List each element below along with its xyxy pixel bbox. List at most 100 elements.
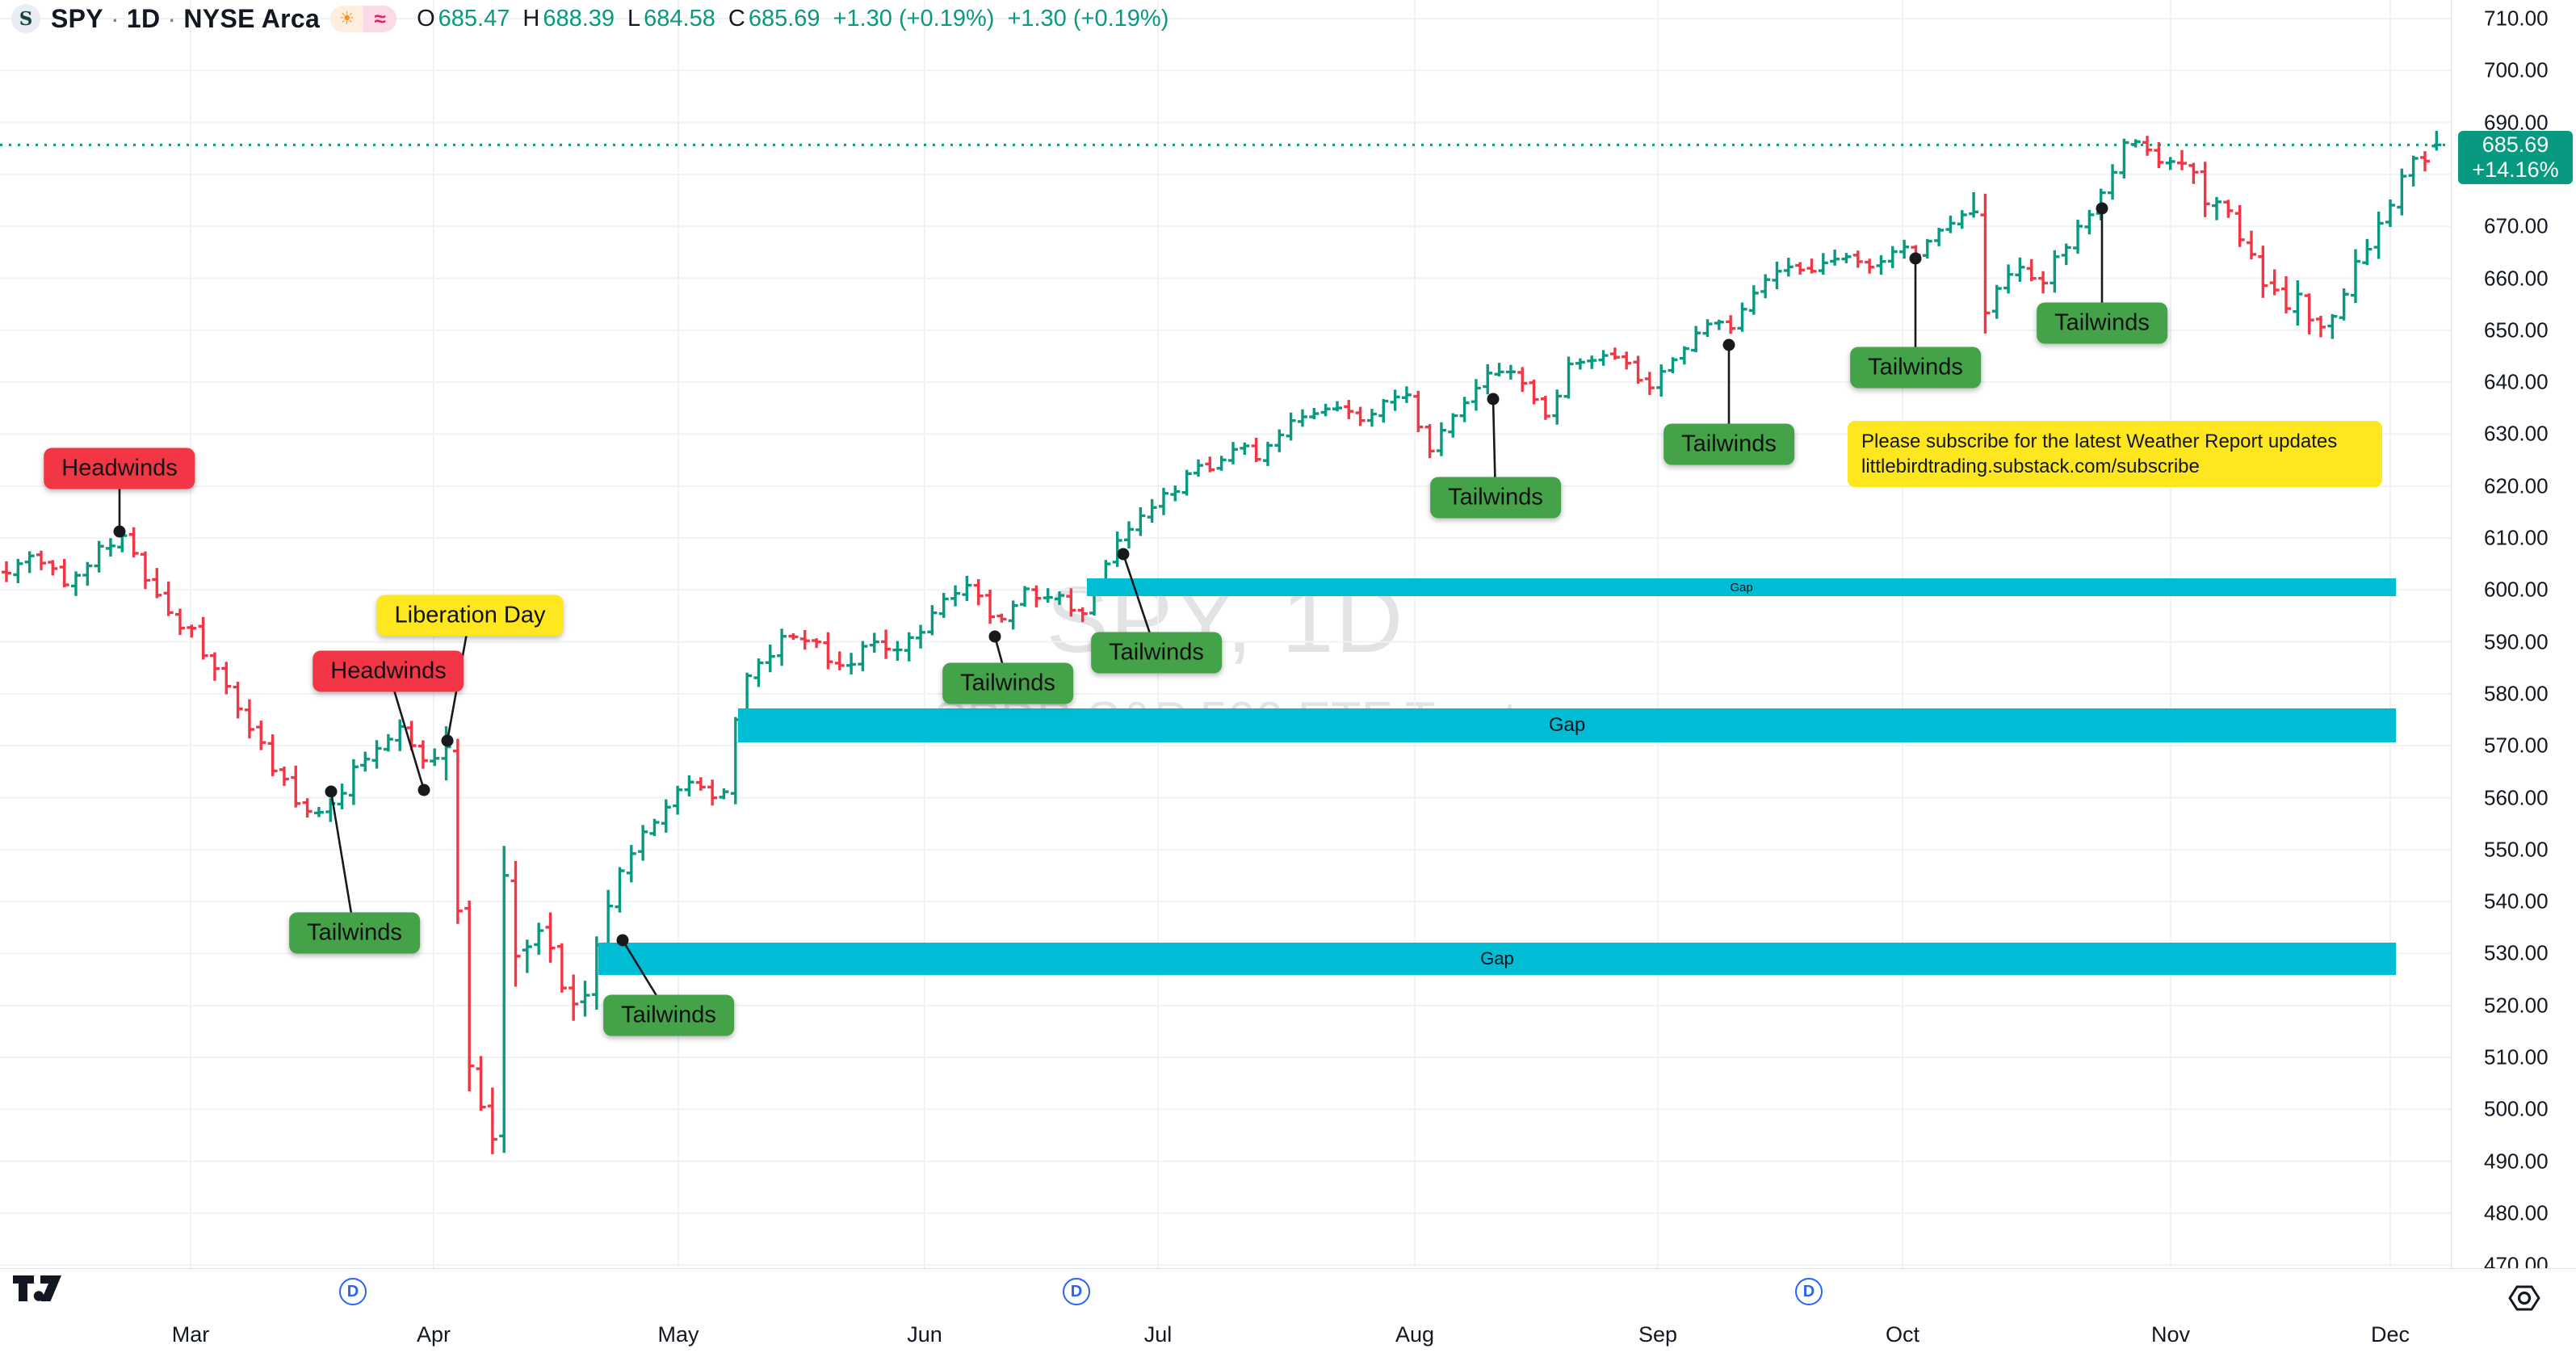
ohlc-bar [788,633,799,641]
ohlc-bar [1077,607,1088,623]
ohlc-bar [1841,253,1852,263]
symbol-logo[interactable]: S [11,4,40,33]
ohlc-bar [812,638,822,649]
ohlc-bar [209,652,220,681]
symbol-logo-letter: S [19,7,33,30]
ohlc-bar [1540,395,1550,420]
ohlc-bar [1980,193,1991,334]
price-axis-label: 690.00 [2484,110,2549,135]
tradingview-logo[interactable] [11,1271,65,1305]
ohlc-bar [2419,151,2430,172]
ohlc-bar [417,740,428,769]
ohlc-bar [1483,363,1493,395]
gap-drawing[interactable]: Gap [738,708,2396,742]
annotation-pill-tailwinds[interactable]: Tailwinds [603,994,734,1036]
ohlc-bar [1563,356,1574,399]
annotation-pill-tailwinds[interactable]: Tailwinds [1663,423,1794,465]
dividend-marker[interactable]: D [1063,1278,1090,1305]
ohlc-bar [2316,315,2326,338]
annotation-pill-liberation-day[interactable]: Liberation Day [376,595,564,637]
ohlc-bar [2408,155,2419,187]
month-label-sep: Sep [1638,1322,1678,1347]
ohlc-bar [1644,372,1655,395]
ohlc-bar [487,1087,497,1154]
price-axis-label: 560.00 [2484,785,2549,809]
ohlc-bar [707,779,718,806]
price-scale-settings-icon[interactable] [2507,1280,2542,1316]
ohlc-bar [1413,390,1424,433]
ohlc-bar [1552,389,1563,425]
ohlc-bar [753,658,764,687]
gap-drawing[interactable]: Gap [1087,578,2396,596]
annotation-pill-headwinds[interactable]: Headwinds [44,447,195,490]
price-axis[interactable]: 710.00700.00690.00680.00670.00660.00650.… [2451,0,2576,1277]
ohlc-bar [927,605,938,636]
annotation-pill-headwinds[interactable]: Headwinds [313,650,464,692]
ohlc-bar [1702,319,1713,338]
ohlc-bar [649,818,660,836]
time-axis[interactable]: Mar Apr May Jun Jul Aug Sep Oct Nov Dec D D D [0,1268,2576,1353]
ohlc-bar [1297,409,1307,427]
low-value: 684.58 [644,5,715,32]
annotation-pill-tailwinds[interactable]: Tailwinds [1091,632,1222,674]
ohlc-bar [1969,191,1979,218]
symbol-title[interactable]: SPY · 1D · NYSE Arca [51,4,320,34]
dividend-marker[interactable]: D [339,1278,367,1305]
ohlc-bar [684,775,694,797]
annotation-pill-tailwinds[interactable]: Tailwinds [289,912,420,954]
annotation-pill-tailwinds[interactable]: Tailwinds [1850,347,1981,389]
ohlc-bar [1216,456,1227,471]
annotation-pill-tailwinds[interactable]: Tailwinds [1430,477,1561,519]
price-axis-label: 520.00 [2484,993,2549,1018]
ohlc-bar [2061,243,2071,266]
ohlc-bar [1159,487,1168,515]
ohlc-bar [1609,347,1620,360]
ohlc-bar [1517,367,1528,393]
ohlc-bar [846,653,857,674]
subscribe-note[interactable]: Please subscribe for the latest Weather … [1848,421,2382,487]
ohlc-bar [2038,271,2049,294]
ohlc-bar [1957,210,1967,229]
price-axis-label: 700.00 [2484,57,2549,82]
ohlc-bar [1344,400,1354,419]
ohlc-bar [2165,157,2175,170]
gap-label: Gap [1730,580,1753,595]
ohlc-bar [765,644,775,673]
ohlc-bar [82,561,93,586]
ohlc-bar [2293,279,2303,326]
close-value: 685.69 [748,5,820,32]
annotation-pill-tailwinds[interactable]: Tailwinds [2037,302,2167,344]
ohlc-bar [950,585,961,607]
ohlc-bar [2223,200,2234,218]
month-label-jul: Jul [1143,1322,1173,1347]
change-value: +1.30 (+0.19%) [833,5,995,32]
gap-label: Gap [1548,713,1586,736]
ohlc-bar [1471,379,1481,411]
ohlc-bar [267,734,278,776]
gap-drawing[interactable]: Gap [598,942,2396,975]
ohlc-bar [904,632,914,662]
ohlc-bar [244,699,254,739]
ohlc-bar [198,616,208,660]
ohlc-bar [1726,315,1736,334]
ohlc-bar [1309,408,1319,419]
dividend-marker[interactable]: D [1795,1278,1823,1305]
symbol-name: SPY [51,3,103,33]
ohlc-bar [2200,162,2210,217]
annotation-pill-tailwinds[interactable]: Tailwinds [942,662,1073,704]
ohlc-bar [383,733,393,752]
ohlc-bar [1332,401,1342,412]
ohlc-bar [1124,521,1135,548]
last-price-label: 685.69 +14.16% [2458,131,2573,184]
ohlc-bar [777,628,787,666]
price-axis-label: 500.00 [2484,1096,2549,1121]
ohlc-bar [371,740,382,769]
ohlc-bar [1205,456,1215,473]
ohlc-bar [1945,215,1956,233]
open-value: 685.47 [438,5,510,32]
month-label-aug: Aug [1395,1322,1435,1347]
ohlc-bar [1055,591,1065,605]
ohlc-bar [1668,357,1678,374]
price-axis-label: 570.00 [2484,733,2549,758]
ohlc-bar [1020,586,1030,607]
